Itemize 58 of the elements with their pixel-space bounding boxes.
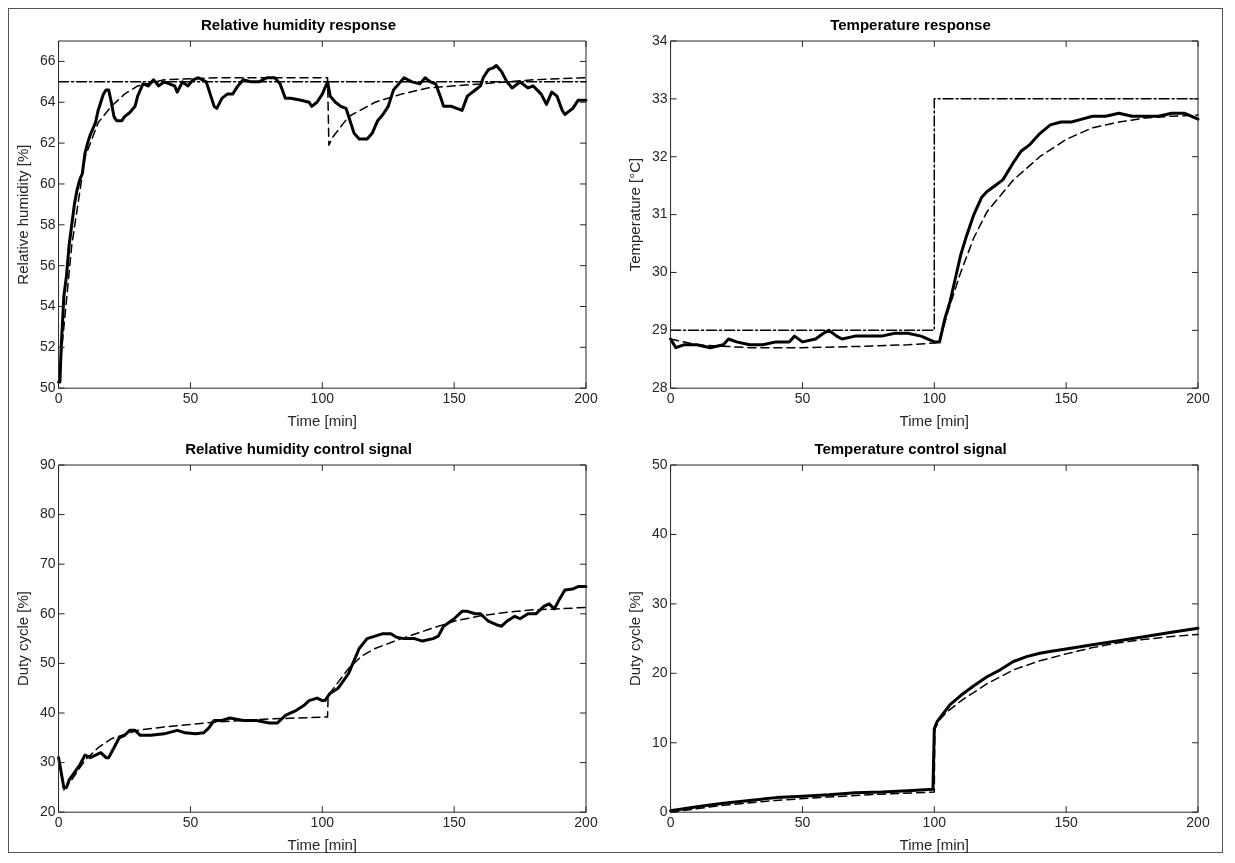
y-tick-label: 20: [39, 803, 56, 820]
y-tick-label: 29: [651, 321, 668, 338]
y-tick-label: 50: [39, 379, 56, 396]
y-tick-label: 30: [651, 594, 668, 611]
y-tick-label: 58: [39, 215, 56, 232]
y-tick-label: 20: [651, 664, 668, 681]
y-tick-label: 40: [651, 525, 668, 542]
y-tick-label: 50: [651, 455, 668, 472]
y-tick-label: 80: [39, 505, 56, 522]
y-axis-title: Duty cycle [%]: [626, 591, 644, 687]
y-tick-label: 10: [651, 733, 668, 750]
x-tick-label: 200: [1186, 814, 1210, 831]
x-tick-label: 150: [442, 390, 467, 407]
y-tick-label: 30: [39, 753, 56, 770]
y-tick-label: 50: [39, 654, 56, 671]
x-tick-label: 150: [1054, 814, 1079, 831]
x-tick-label: 100: [922, 390, 947, 407]
chart-title: Relative humidity response: [200, 16, 397, 34]
x-tick-label: 50: [794, 814, 811, 831]
y-tick-label: 31: [651, 205, 668, 222]
x-axis-title: Time [min]: [287, 836, 358, 854]
x-axis-title: Time [min]: [287, 412, 358, 430]
y-tick-label: 56: [39, 256, 56, 273]
x-tick-label: 200: [574, 814, 598, 831]
y-tick-label: 28: [651, 379, 668, 396]
y-tick-label: 33: [651, 89, 668, 106]
x-tick-label: 150: [1054, 390, 1079, 407]
y-axis-title: Relative humidity [%]: [14, 144, 32, 285]
y-tick-label: 54: [39, 297, 56, 314]
x-tick-label: 200: [1186, 390, 1210, 407]
y-tick-label: 66: [39, 52, 56, 69]
y-tick-label: 90: [39, 455, 56, 472]
y-tick-label: 0: [659, 803, 668, 820]
x-tick-label: 50: [182, 814, 199, 831]
y-tick-label: 40: [39, 703, 56, 720]
x-axis-title: Time [min]: [899, 836, 970, 854]
y-tick-label: 60: [39, 174, 56, 191]
x-tick-label: 100: [310, 814, 335, 831]
y-tick-label: 60: [39, 604, 56, 621]
x-tick-label: 50: [182, 390, 199, 407]
y-tick-label: 34: [651, 31, 668, 48]
x-tick-label: 150: [442, 814, 467, 831]
x-tick-label: 200: [574, 390, 598, 407]
chart-title: Temperature control signal: [814, 440, 1007, 458]
y-axis-title: Temperature [°C]: [626, 157, 644, 272]
y-tick-label: 32: [651, 147, 668, 164]
y-tick-label: 70: [39, 555, 56, 572]
y-axis-title: Duty cycle [%]: [14, 591, 32, 687]
y-tick-label: 30: [651, 263, 668, 280]
x-tick-label: 50: [794, 390, 811, 407]
chart-title: Temperature response: [830, 16, 991, 34]
x-axis-title: Time [min]: [899, 412, 970, 430]
x-tick-label: 100: [310, 390, 335, 407]
y-tick-label: 52: [39, 338, 56, 355]
y-tick-label: 64: [39, 93, 56, 110]
y-tick-label: 62: [39, 133, 56, 150]
chart-title: Relative humidity control signal: [185, 440, 412, 458]
x-tick-label: 100: [922, 814, 947, 831]
